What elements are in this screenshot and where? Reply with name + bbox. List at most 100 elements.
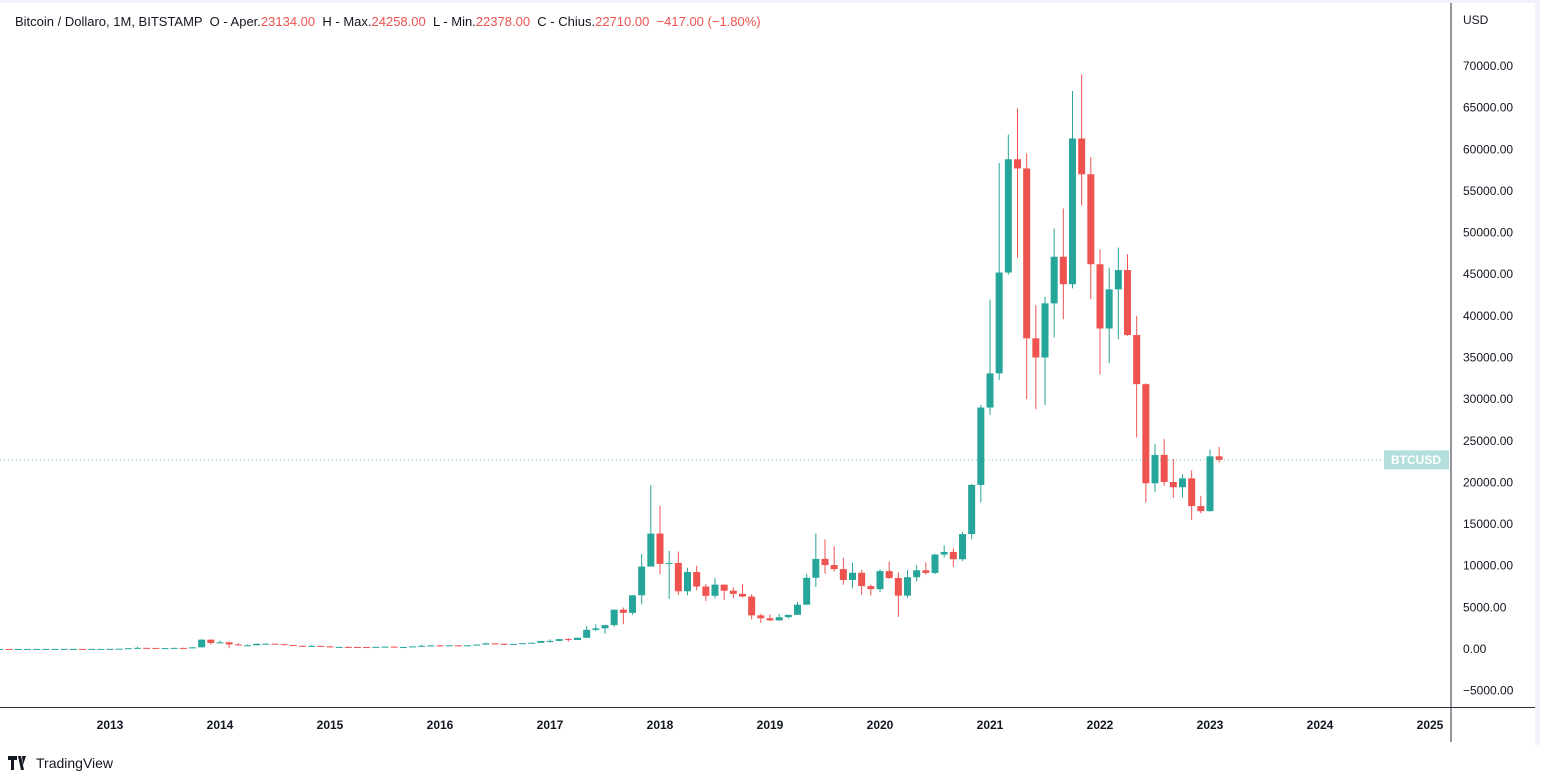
candle-body <box>913 570 921 578</box>
candle-body <box>610 609 618 626</box>
candle-body <box>711 584 719 596</box>
candle-body <box>803 577 811 605</box>
candle-body <box>583 629 591 638</box>
candle-body <box>830 565 838 570</box>
time-tick-label: 2019 <box>757 718 784 732</box>
time-tick-label: 2013 <box>97 718 124 732</box>
candle-body <box>115 648 123 650</box>
time-tick-label: 2020 <box>867 718 894 732</box>
candle-body <box>519 643 526 645</box>
candle-body <box>69 648 77 650</box>
candle-body <box>79 648 86 650</box>
currency-label: USD <box>1463 13 1489 27</box>
candle-body <box>464 645 471 647</box>
candle-body <box>234 644 242 646</box>
candle-body <box>949 551 957 560</box>
time-tick-label: 2025 <box>1417 718 1444 732</box>
candle-body <box>894 577 902 596</box>
candle-body <box>564 639 572 641</box>
candle-body <box>5 648 13 650</box>
candle-body <box>546 640 554 642</box>
price-tick-label: −5000.00 <box>1463 684 1514 698</box>
candle-body <box>372 646 380 648</box>
candle-body <box>601 625 609 629</box>
candle-body <box>922 570 930 573</box>
candle-body <box>179 647 187 649</box>
candle-body <box>1179 478 1186 488</box>
candle-body <box>986 373 994 408</box>
candle-body <box>189 647 196 649</box>
candle-body <box>381 646 389 648</box>
candle-body <box>867 586 875 590</box>
candle-body <box>427 645 435 647</box>
price-tick-label: 50000.00 <box>1463 226 1513 240</box>
candle-body <box>161 648 169 650</box>
candle-body <box>693 572 701 587</box>
candle-body <box>1032 338 1040 358</box>
candle-body <box>885 571 893 578</box>
price-tick-label: 10000.00 <box>1463 559 1513 573</box>
candle-body <box>619 609 627 613</box>
candles-group <box>0 74 1223 650</box>
candle-body <box>1206 456 1214 512</box>
candle-body <box>1041 303 1049 358</box>
candle-body <box>0 648 4 650</box>
candle-body <box>1124 270 1131 336</box>
time-axis[interactable]: 2013 2014 2015 2016 2017 2018 2019 2020 2021 2022… <box>97 718 1444 732</box>
candle-body <box>1087 174 1095 265</box>
symbol-title: Bitcoin / Dollaro, 1M, BITSTAMP <box>15 14 203 29</box>
candle-body <box>500 643 508 645</box>
candle-body <box>821 558 829 566</box>
candle-body <box>445 645 453 647</box>
candle-body <box>748 596 756 616</box>
tradingview-logo[interactable]: TradingView <box>8 755 113 771</box>
candle-body <box>766 618 774 621</box>
candle-body <box>454 645 462 647</box>
candle-body <box>225 642 233 645</box>
candle-body <box>775 617 783 621</box>
candle-body <box>638 566 646 596</box>
time-tick-label: 2017 <box>537 718 564 732</box>
candle-body <box>656 533 664 564</box>
candle-body <box>1078 138 1086 175</box>
candle-body <box>1160 454 1168 483</box>
low-value: 22378.00 <box>475 14 531 29</box>
high-value: 24258.00 <box>371 14 426 29</box>
candle-body <box>757 615 765 619</box>
price-axis[interactable]: 70000.00 65000.00 60000.00 55000.00 50000.00… <box>1463 59 1514 698</box>
candle-body <box>326 646 334 648</box>
time-tick-label: 2014 <box>207 718 234 732</box>
last-price-badge: BTCUSD <box>1384 450 1449 470</box>
candle-body <box>1215 456 1223 460</box>
candle-body <box>88 648 96 650</box>
candle-body <box>537 640 545 643</box>
candle-body <box>794 604 801 615</box>
candle-body <box>1142 384 1150 484</box>
candle-body <box>592 628 600 630</box>
candle-body <box>33 648 41 650</box>
candle-body <box>106 648 114 650</box>
candle-body <box>876 571 884 590</box>
candle-body <box>904 577 911 596</box>
close-label: C - Chius. <box>537 14 596 29</box>
price-tick-label: 5000.00 <box>1463 600 1507 614</box>
candle-body <box>931 554 939 573</box>
candle-body <box>244 645 251 647</box>
candle-body <box>665 562 673 564</box>
candle-body <box>574 637 581 641</box>
candle-body <box>1096 264 1104 329</box>
candle-body <box>1069 138 1076 285</box>
candle-body <box>170 647 178 649</box>
candle-body <box>528 642 536 644</box>
candle-body <box>684 572 691 592</box>
candle-body <box>418 645 426 647</box>
candle-body <box>344 646 352 648</box>
chart-frame <box>0 0 1540 745</box>
price-tick-label: 40000.00 <box>1463 309 1513 323</box>
candle-body <box>473 644 481 646</box>
change-value: −417.00 (−1.80%) <box>656 14 761 29</box>
candle-body <box>968 484 976 535</box>
price-tick-label: 45000.00 <box>1463 267 1513 281</box>
candle-body <box>1014 159 1021 169</box>
